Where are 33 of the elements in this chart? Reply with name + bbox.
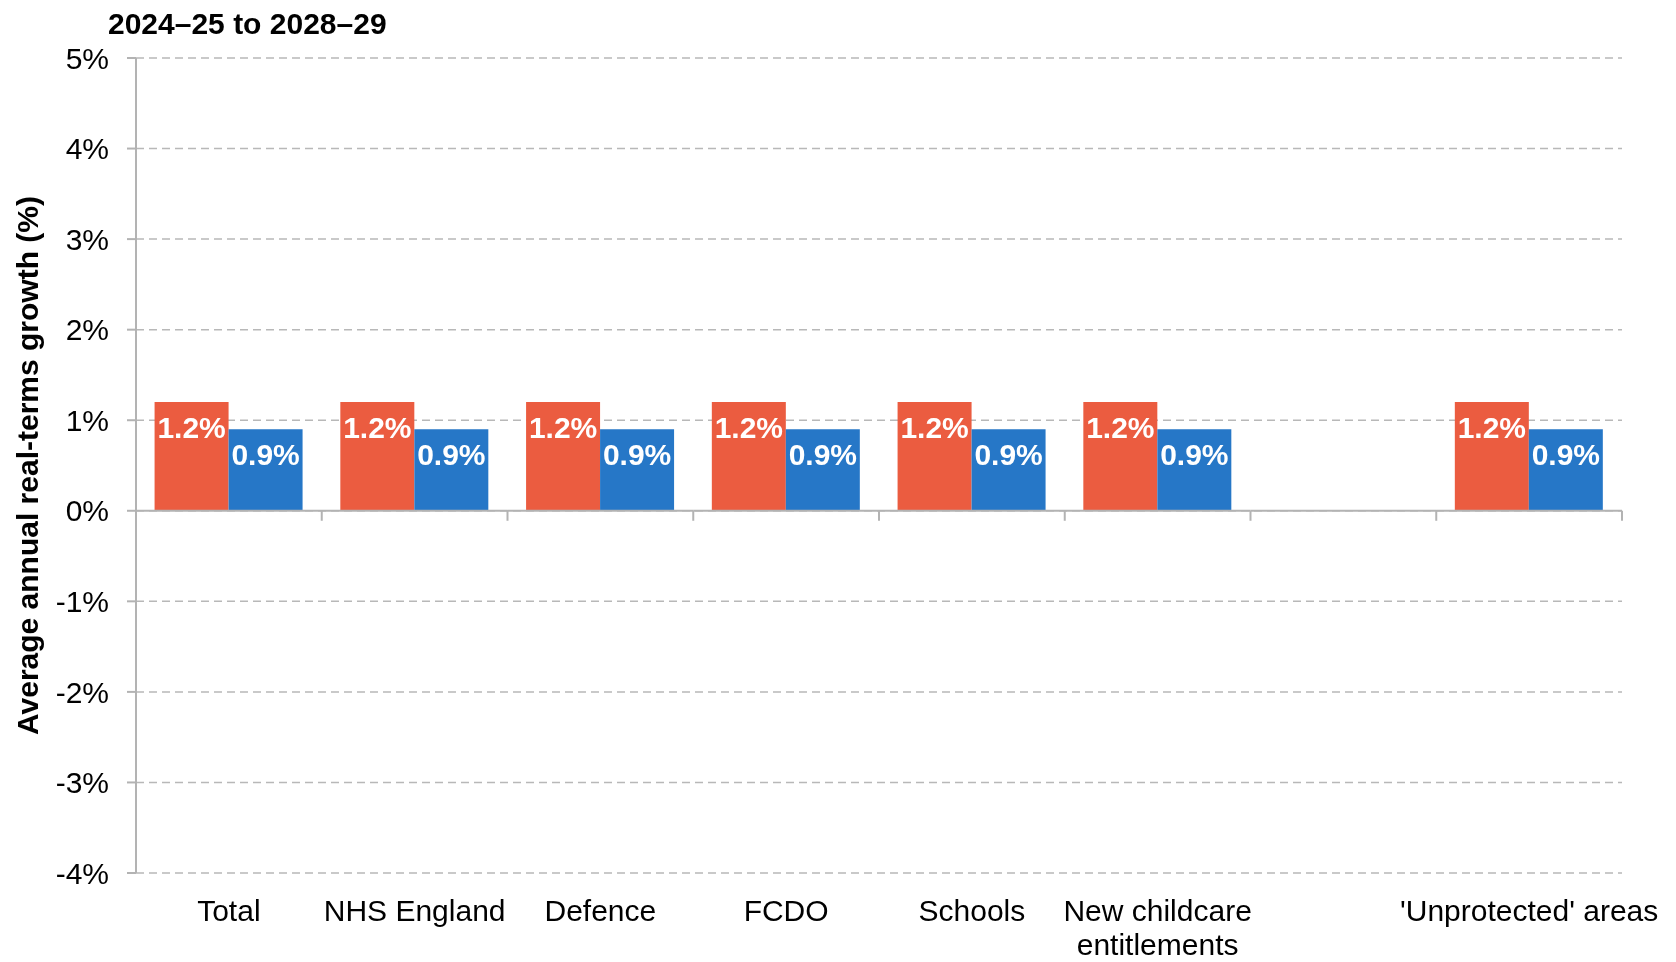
chart-title: 2024–25 to 2028–29 [108,6,387,42]
y-axis-title: Average annual real-terms growth (%) [10,195,44,736]
data-label: 1.2% [1457,410,1527,444]
x-tick-label: New childcare entitlements [1063,894,1252,961]
data-label: 0.9% [231,437,300,471]
data-label: 1.2% [1086,410,1155,444]
y-tick-label: 0% [65,494,109,528]
y-tick-label: -1% [55,584,109,618]
x-tick-label: 'Unprotected' areas [1399,894,1659,927]
y-tick-label: -2% [55,675,109,709]
x-tick-label: NHS England [323,894,506,927]
data-label: 0.9% [602,437,672,471]
x-tick-label: Schools [918,894,1026,927]
x-tick-label: Total [197,894,261,927]
data-label: 1.2% [900,410,969,444]
y-tick-label: 4% [65,132,109,166]
data-label: 1.2% [528,410,598,444]
data-label: 0.9% [1531,437,1601,471]
y-tick-label: 3% [65,222,109,256]
data-label: 0.9% [1160,437,1229,471]
data-label: 1.2% [714,410,784,444]
y-tick-label: -3% [55,766,109,800]
data-label: 0.9% [974,437,1043,471]
y-tick-label: -4% [55,856,109,890]
x-tick-label: FCDO [743,894,829,927]
y-tick-label: 5% [65,41,109,75]
data-label: 1.2% [157,410,226,444]
y-tick-label: 2% [65,313,109,347]
data-label: 1.2% [343,410,412,444]
x-tick-label: Defence [544,894,657,927]
y-tick-label: 1% [65,403,109,437]
data-label: 0.9% [788,437,858,471]
data-label: 0.9% [417,437,486,471]
